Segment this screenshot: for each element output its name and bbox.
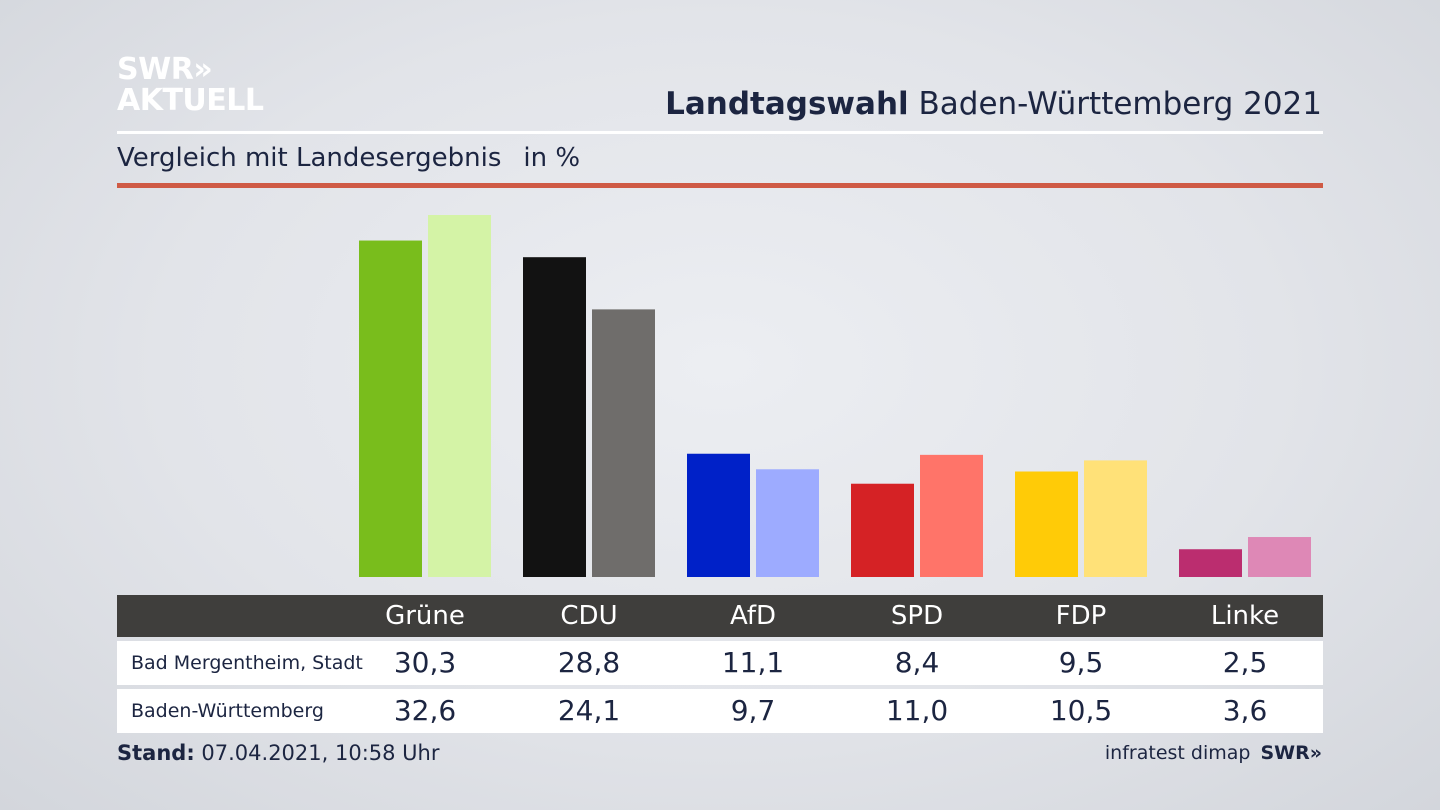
value-cell: 11,0 bbox=[885, 694, 949, 727]
row-label: Bad Mergentheim, Stadt bbox=[131, 652, 363, 674]
value-cell: 9,5 bbox=[1058, 646, 1104, 679]
bar-linke-series-1 bbox=[1248, 537, 1311, 577]
value-cell: 32,6 bbox=[393, 694, 457, 727]
chart-subtitle: Vergleich mit Landesergebnis in % bbox=[117, 143, 581, 173]
bar-cdu-series-0 bbox=[523, 257, 586, 577]
table-row: Bad Mergentheim, Stadt 30,3 28,8 11,1 8,4 9,… bbox=[117, 641, 1323, 685]
value-cell: 10,5 bbox=[1049, 694, 1113, 727]
table-header-row: Grüne CDU AfD SPD FDP Linke bbox=[117, 595, 1323, 637]
bar-fdp-series-0 bbox=[1015, 471, 1078, 577]
category-label: FDP bbox=[1055, 601, 1107, 631]
bar-fdp-series-1 bbox=[1084, 460, 1147, 577]
row-label: Baden-Württemberg bbox=[131, 700, 324, 722]
unit-label: in % bbox=[523, 143, 581, 173]
bar-grne-series-0 bbox=[359, 240, 422, 578]
bar-spd-series-1 bbox=[920, 454, 983, 577]
results-table: Grüne CDU AfD SPD FDP Linke Bad Mergentheim, … bbox=[117, 595, 1323, 733]
category-label: Linke bbox=[1210, 601, 1280, 631]
category-label: CDU bbox=[560, 601, 618, 631]
value-cell: 8,4 bbox=[894, 646, 940, 679]
bar-cdu-series-1 bbox=[592, 309, 655, 577]
category-label: Grüne bbox=[385, 601, 465, 631]
swr-aktuell-logo: SWR» AKTUELL bbox=[117, 54, 264, 116]
page-title: Landtagswahl Baden-Württemberg 2021 bbox=[665, 86, 1322, 122]
swr-logo-small: SWR» bbox=[1260, 742, 1322, 764]
logo-line-1: SWR» bbox=[117, 52, 213, 87]
title-rule bbox=[117, 131, 1323, 134]
value-cell: 2,5 bbox=[1222, 646, 1268, 679]
logo-line-2: AKTUELL bbox=[117, 83, 264, 118]
table-row: Baden-Württemberg 32,6 24,1 9,7 11,0 10,5 3,6 bbox=[117, 689, 1323, 733]
bar-grne-series-1 bbox=[428, 215, 491, 577]
value-cell: 28,8 bbox=[557, 646, 621, 679]
timestamp: Stand: 07.04.2021, 10:58 Uhr bbox=[117, 741, 440, 765]
value-cell: 9,7 bbox=[730, 694, 776, 727]
category-label: SPD bbox=[890, 601, 944, 631]
value-cell: 30,3 bbox=[393, 646, 457, 679]
value-cell: 11,1 bbox=[721, 646, 785, 679]
value-cell: 24,1 bbox=[557, 694, 621, 727]
bar-spd-series-0 bbox=[851, 483, 914, 577]
bar-afd-series-0 bbox=[687, 453, 750, 577]
bar-afd-series-1 bbox=[756, 469, 819, 577]
subtitle-rule bbox=[117, 183, 1323, 188]
source-credit: infratest dimap SWR» bbox=[1104, 742, 1322, 764]
value-cell: 3,6 bbox=[1222, 694, 1268, 727]
category-label: AfD bbox=[729, 601, 777, 631]
bar-linke-series-0 bbox=[1179, 549, 1242, 577]
